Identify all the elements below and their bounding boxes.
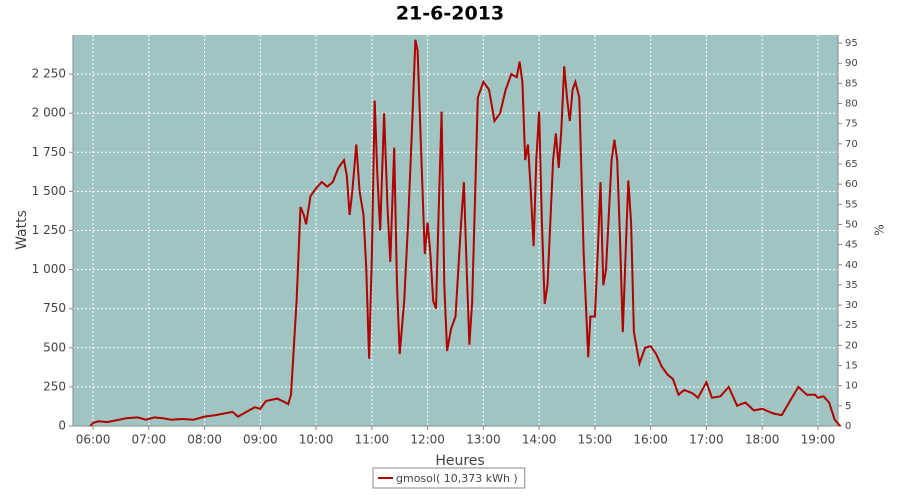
y2-tick-label: 15 (845, 361, 858, 372)
y2-tick-label: 45 (845, 240, 858, 251)
x-tick-label: 10:00 (299, 433, 334, 447)
x-tick-label: 09:00 (243, 433, 278, 447)
y2-tick-label: 65 (845, 159, 858, 170)
y-axis-label: Watts (14, 210, 30, 250)
y2-tick-label: 70 (845, 139, 858, 150)
y2-tick-label: 20 (845, 340, 858, 351)
y2-tick-label: 25 (845, 320, 858, 331)
y2-tick-label: 50 (845, 219, 858, 230)
y-tick-label: 2 000 (32, 106, 66, 120)
series-line (89, 39, 841, 427)
y2-tick-label: 30 (845, 300, 858, 311)
y2-tick-label: 55 (845, 199, 858, 210)
x-tick-label: 07:00 (132, 433, 167, 447)
x-tick-label: 13:00 (466, 433, 501, 447)
y2-tick-label: 95 (845, 38, 858, 49)
x-tick-label: 14:00 (522, 433, 557, 447)
x-tick-label: 11:00 (355, 433, 390, 447)
y2-axis-label: % (873, 224, 887, 235)
x-tick-label: 06:00 (76, 433, 111, 447)
x-tick-label: 17:00 (689, 433, 724, 447)
y2-tick-label: 90 (845, 58, 858, 69)
y-tick-label: 0 (58, 419, 66, 433)
y2-tick-label: 85 (845, 78, 858, 89)
y2-tick-label: 40 (845, 260, 858, 271)
x-tick-label: 08:00 (187, 433, 222, 447)
y-tick-label: 2 250 (32, 67, 66, 81)
y-tick-label: 750 (43, 301, 66, 315)
x-tick-label: 16:00 (633, 433, 668, 447)
y-tick-label: 250 (43, 379, 66, 393)
y2-tick-label: 80 (845, 99, 858, 110)
y-tick-label: 1 250 (32, 223, 66, 237)
x-tick-label: 19:00 (801, 433, 836, 447)
y2-tick-label: 0 (845, 421, 851, 432)
plot-area (73, 35, 838, 426)
x-tick-label: 12:00 (410, 433, 445, 447)
x-tick-label: 15:00 (578, 433, 613, 447)
y2-tick-label: 35 (845, 280, 858, 291)
y-tick-label: 1 000 (32, 262, 66, 276)
x-tick-label: 18:00 (745, 433, 780, 447)
legend-label: gmosol( 10,373 kWh ) (396, 472, 518, 485)
y-tick-label: 1 500 (32, 184, 66, 198)
y2-tick-label: 5 (845, 401, 851, 412)
y2-tick-label: 60 (845, 179, 858, 190)
chart-title: 21-6-2013 (396, 3, 504, 25)
legend-box (372, 467, 526, 489)
y-tick-label: 500 (43, 340, 66, 354)
y2-tick-label: 10 (845, 381, 858, 392)
x-axis-label: Heures (435, 453, 484, 469)
y-tick-label: 1 750 (32, 145, 66, 159)
y2-tick-label: 75 (845, 119, 858, 130)
